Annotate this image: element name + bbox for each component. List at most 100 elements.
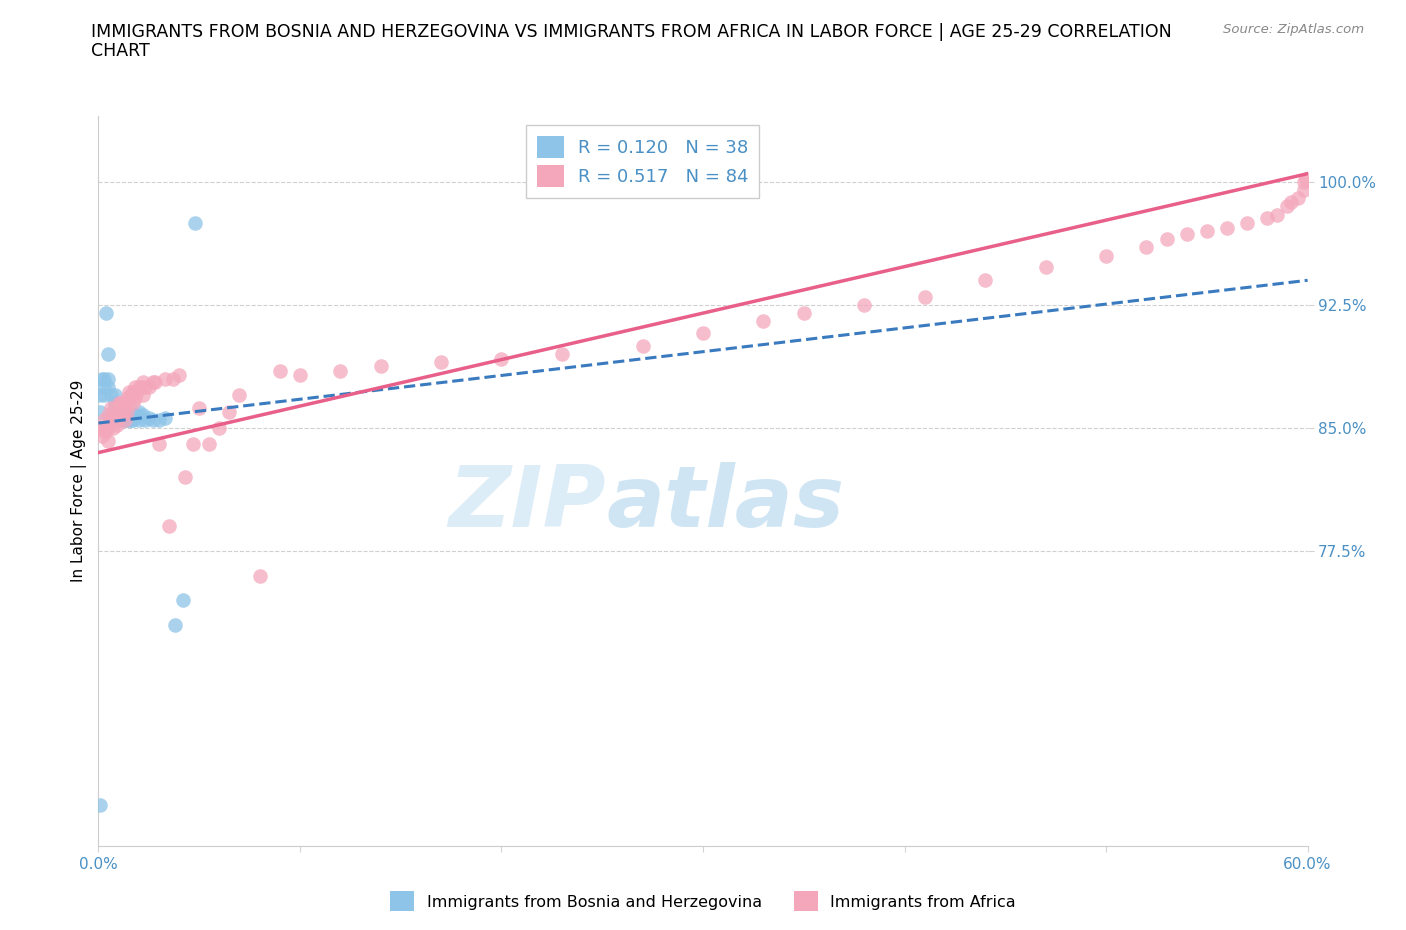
Point [101,405,124,419]
Point [107,405,129,419]
Point [128,412,150,427]
Y-axis label: In Labor Force | Age 25-29: In Labor Force | Age 25-29 [72,380,87,582]
Point [118,384,141,399]
Point [103,401,125,416]
Point [1281,194,1303,209]
Point [249,568,271,583]
Point [110,412,132,427]
Point [1156,232,1178,246]
Point [107,412,129,427]
Point [148,437,170,452]
Point [96,306,118,321]
Point [1195,223,1218,238]
Point [128,405,150,419]
Point [172,592,194,607]
Point [1292,175,1315,190]
Text: atlas: atlas [606,461,845,545]
Point [96,424,118,439]
Point [121,384,143,399]
Point [1095,248,1118,263]
Point [491,352,513,366]
Point [91,371,114,386]
Point [125,407,148,422]
Point [115,405,138,419]
Point [97,433,120,448]
Point [1256,210,1278,225]
Point [114,401,136,416]
Point [118,396,141,411]
Point [138,411,160,426]
Point [692,326,714,340]
Point [228,388,250,403]
Point [1175,227,1198,242]
Point [218,405,240,419]
Point [163,618,186,632]
Point [269,363,291,378]
Point [110,407,132,422]
Point [91,429,114,444]
Point [105,405,128,419]
Point [974,272,997,287]
Point [111,407,134,422]
Point [157,519,180,534]
Point [93,379,115,394]
Point [631,339,654,353]
Legend: Immigrants from Bosnia and Herzegovina, Immigrants from Africa: Immigrants from Bosnia and Herzegovina, … [384,885,1022,917]
Legend: R = 0.120   N = 38, R = 0.517   N = 84: R = 0.120 N = 38, R = 0.517 N = 84 [526,126,759,198]
Point [107,407,129,422]
Point [138,379,160,394]
Point [134,379,156,394]
Point [1236,216,1258,231]
Point [121,396,143,411]
Point [188,401,211,416]
Point [111,396,134,411]
Point [132,407,155,422]
Point [124,407,146,422]
Point [115,391,138,405]
Point [114,412,136,427]
Point [100,412,122,427]
Point [1277,199,1299,214]
Point [89,388,111,403]
Point [93,388,115,403]
Point [793,306,815,321]
Point [97,371,120,386]
Point [100,388,122,403]
Point [97,420,120,435]
Point [914,289,936,304]
Text: CHART: CHART [91,42,150,60]
Point [198,437,221,452]
Point [752,314,775,329]
Point [162,371,184,386]
Point [142,375,165,390]
Point [111,405,134,419]
Point [142,412,165,427]
Point [89,405,111,419]
Point [101,407,124,422]
Point [105,418,128,432]
Point [132,388,155,403]
Point [103,412,125,427]
Point [1292,182,1315,197]
Point [153,411,176,426]
Point [121,412,143,427]
Point [174,470,197,485]
Point [97,407,120,422]
Point [93,424,115,439]
Point [128,379,150,394]
Point [430,355,453,370]
Point [184,216,207,231]
Point [1295,171,1317,186]
Point [208,420,231,435]
Point [551,347,574,362]
Point [118,412,141,427]
Point [124,379,146,394]
Point [1267,207,1289,222]
Text: IMMIGRANTS FROM BOSNIA AND HERZEGOVINA VS IMMIGRANTS FROM AFRICA IN LABOR FORCE : IMMIGRANTS FROM BOSNIA AND HERZEGOVINA V… [91,23,1173,41]
Point [329,363,352,378]
Point [120,388,142,403]
Point [97,379,120,394]
Point [132,375,155,390]
Point [1135,240,1157,255]
Point [107,396,129,411]
